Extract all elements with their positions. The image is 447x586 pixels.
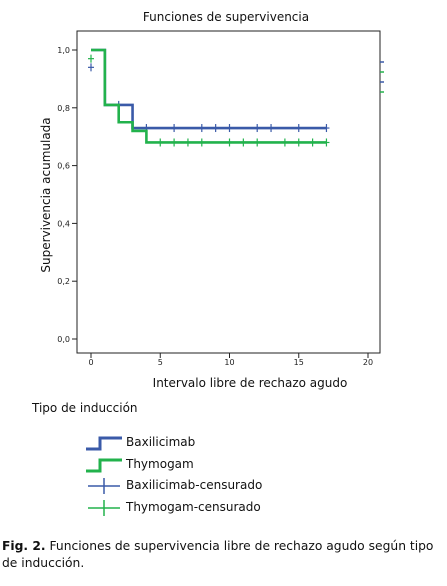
- caption-label: Fig. 2.: [2, 539, 46, 553]
- chart-title: Funciones de supervivencia: [142, 10, 310, 24]
- legend-label: Baxilicimab: [126, 435, 196, 449]
- censor-mark-baxilicimab: [226, 124, 233, 133]
- censor-mark-baxilicimab: [212, 124, 219, 133]
- censor-mark-thymogam: [171, 138, 178, 147]
- legend-label: Baxilicimab-censurado: [126, 478, 263, 492]
- x-tick-label: 0: [88, 358, 93, 367]
- series-line-thymogam: [91, 48, 327, 144]
- censor-mark-thymogam: [240, 138, 247, 147]
- cross-marker-icon: [88, 478, 120, 494]
- x-tick-label: 5: [158, 358, 163, 367]
- legend-title: Tipo de inducción: [32, 401, 138, 415]
- censor-mark-thymogam: [226, 138, 233, 147]
- series-group: [88, 48, 330, 147]
- step-line-icon: [86, 458, 122, 473]
- y-tick-label: 0,0: [57, 335, 70, 344]
- legend-label: Thymogam-censurado: [126, 500, 261, 514]
- censor-mark-thymogam: [295, 138, 302, 147]
- censor-mark-baxilicimab: [198, 124, 205, 133]
- censor-mark-baxilicimab: [254, 124, 261, 133]
- y-tick-label: 0,8: [57, 104, 70, 113]
- censor-mark-thymogam: [88, 54, 94, 63]
- censor-mark-baxilicimab: [268, 124, 275, 133]
- censor-mark-baxilicimab: [171, 124, 178, 133]
- y-tick-label: 0,2: [57, 277, 70, 286]
- censor-mark-thymogam: [184, 138, 191, 147]
- x-axis: 0 5 10 15 20: [88, 353, 373, 367]
- plot-frame: [76, 30, 381, 354]
- caption-text: Funciones de supervivencia libre de rech…: [2, 539, 434, 570]
- censor-mark-baxilicimab: [323, 124, 330, 133]
- censor-mark-baxilicimab: [88, 63, 94, 72]
- x-tick-label: 15: [294, 358, 304, 367]
- censor-mark-thymogam: [281, 138, 288, 147]
- censor-mark-thymogam: [309, 138, 316, 147]
- figure-caption: Fig. 2. Funciones de supervivencia libre…: [2, 538, 447, 572]
- y-tick-label: 1,0: [57, 46, 70, 55]
- censor-mark-thymogam: [198, 138, 205, 147]
- legend-label: Thymogam: [126, 457, 194, 471]
- y-tick-label: 0,4: [57, 219, 70, 228]
- censor-mark-thymogam: [157, 138, 164, 147]
- cross-marker-icon: [88, 500, 120, 516]
- censor-mark-thymogam: [323, 138, 330, 147]
- step-line-icon: [86, 436, 122, 451]
- x-axis-label: Intervalo libre de rechazo agudo: [152, 376, 348, 390]
- y-tick-label: 0,6: [57, 162, 70, 171]
- survival-plot: 0,0 0,2 0,4 0,6 0,8 1,0 0 5 10 15 20 Supervivenci…: [39, 30, 384, 367]
- censor-mark-baxilicimab: [295, 124, 302, 133]
- x-tick-label: 20: [363, 358, 373, 367]
- x-tick-label: 10: [224, 358, 234, 367]
- y-axis-label: Supervivencia acumulada: [39, 117, 53, 272]
- y-axis: 0,0 0,2 0,4 0,6 0,8 1,0: [57, 46, 77, 344]
- censor-mark-thymogam: [254, 138, 261, 147]
